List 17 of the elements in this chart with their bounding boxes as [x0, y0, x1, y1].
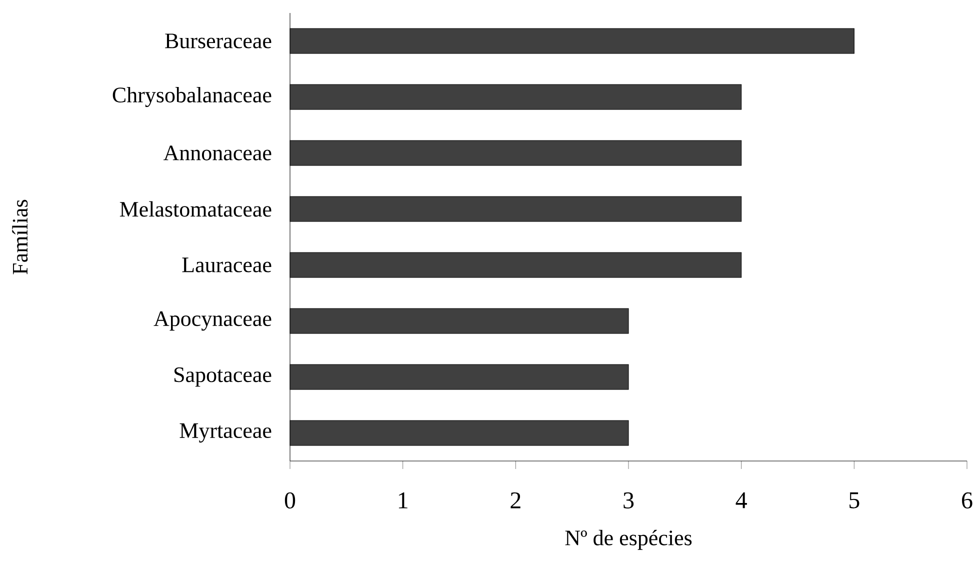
- y-tick-label: Annonaceae: [163, 146, 272, 160]
- x-tick-label: 4: [736, 492, 747, 508]
- x-tick-label: 6: [962, 492, 972, 508]
- y-tick-label: Melastomataceae: [120, 201, 272, 217]
- x-axis-title: Nº de espécies: [565, 530, 692, 550]
- x-tick-label: 1: [398, 492, 408, 508]
- y-tick-label: Myrtaceae: [180, 423, 272, 443]
- y-tick-label: Lauraceae: [182, 258, 272, 272]
- y-tick-label: Sapotaceae: [174, 367, 272, 387]
- x-tick-label: 5: [850, 492, 860, 508]
- x-tick-label: 0: [284, 492, 296, 509]
- y-tick-label: Burseraceae: [165, 34, 272, 48]
- y-tick-label: Apocynaceae: [154, 311, 272, 331]
- y-axis-title: Famílias: [12, 200, 28, 274]
- y-tick-label: Chrysobalanaceae: [112, 86, 272, 108]
- x-tick-label: 3: [624, 492, 634, 508]
- x-tick-label: 2: [510, 492, 520, 508]
